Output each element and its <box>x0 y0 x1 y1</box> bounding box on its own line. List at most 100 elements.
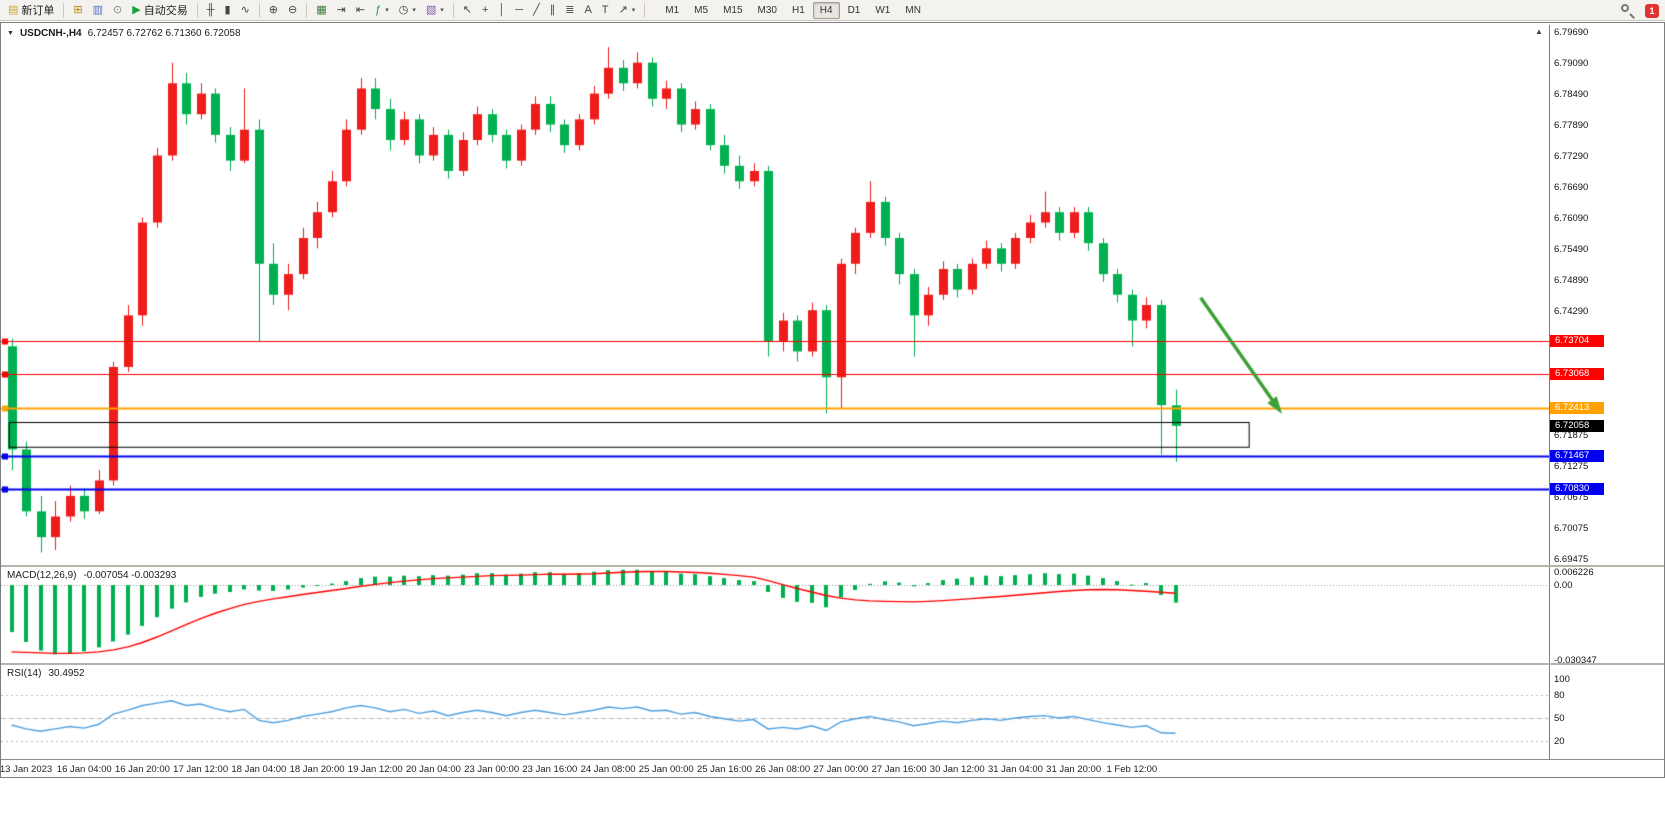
trendline-button[interactable]: ╱ <box>529 2 544 19</box>
macd-axis[interactable]: 0.006226 0.00 -0.030347 <box>1549 567 1664 666</box>
timeframe-d1-button[interactable]: D1 <box>847 4 861 16</box>
macd-axis-tick: 0.006226 <box>1554 567 1594 578</box>
chevron-down-icon[interactable]: ▼ <box>7 30 14 37</box>
price-axis-tick: 6.74290 <box>1554 305 1589 317</box>
timeframe-w1-button[interactable]: W1 <box>875 4 891 16</box>
time-axis-label: 31 Jan 04:00 <box>987 764 1043 775</box>
vertical-line-button[interactable]: │ <box>494 2 509 19</box>
price-axis-tick: 6.77890 <box>1554 120 1589 132</box>
bar-chart-icon: ╫ <box>206 3 215 16</box>
channel-button[interactable]: ∥ <box>546 2 560 19</box>
arrows-button[interactable]: ↗ ▾ <box>615 2 640 19</box>
timeframe-m15-button[interactable]: M15 <box>723 4 743 16</box>
panel-splitter[interactable] <box>1 663 1664 665</box>
price-axis-tick: 6.71875 <box>1554 430 1589 442</box>
time-axis[interactable]: 13 Jan 2023 16 Jan 04:00 16 Jan 20:00 17 Ja… <box>0 761 1549 779</box>
rsi-axis[interactable]: 100 80 50 20 <box>1549 665 1664 759</box>
price-axis-tick: 6.76090 <box>1554 212 1589 224</box>
price-axis-tick: 6.69475 <box>1554 554 1589 566</box>
periods-button[interactable]: ◷ ▾ <box>395 2 420 19</box>
zoom-in-icon: ⊕ <box>268 3 279 16</box>
line-chart-icon: ∿ <box>240 3 250 16</box>
zoom-out-button[interactable]: ⊖ <box>284 2 301 19</box>
time-axis-label: 26 Jan 08:00 <box>755 764 811 775</box>
time-axis-label: 25 Jan 00:00 <box>638 764 694 775</box>
chevron-down-icon: ▾ <box>631 7 636 14</box>
price-axis-tick: 6.78490 <box>1554 89 1589 101</box>
time-axis-label: 25 Jan 16:00 <box>696 764 752 775</box>
time-axis-label: 18 Jan 04:00 <box>231 764 287 775</box>
timeframe-m1-button[interactable]: M1 <box>665 4 680 16</box>
macd-canvas[interactable] <box>1 567 1549 663</box>
autotrade-button-label: 自动交易 <box>143 5 188 17</box>
text-icon: A <box>584 3 592 16</box>
charts-icon: ⊞ <box>73 3 83 16</box>
templates-button[interactable]: ▧ ▾ <box>422 2 448 19</box>
profiles-button[interactable]: ▥ <box>89 2 107 19</box>
candlestick-button[interactable]: ▮ <box>221 2 235 19</box>
rsi-axis-tick: 50 <box>1554 713 1565 724</box>
toolbar-separator <box>452 2 454 18</box>
zoom-out-icon: ⊖ <box>288 3 298 16</box>
label-button[interactable]: T <box>598 2 613 19</box>
timeframe-h1-button[interactable]: H1 <box>791 4 805 16</box>
time-axis-separator <box>1 759 1664 760</box>
zoom-in-button[interactable]: ⊕ <box>265 2 282 19</box>
indicators-button[interactable]: ƒ ▾ <box>371 2 393 19</box>
profiles-icon: ▥ <box>92 3 104 16</box>
timeframe-m30-button[interactable]: M30 <box>757 4 777 16</box>
line-chart-button[interactable]: ∿ <box>237 2 254 19</box>
time-axis-label: 23 Jan 16:00 <box>522 764 578 775</box>
current-price-label: 6.72058 <box>1550 419 1604 432</box>
time-axis-label: 20 Jan 04:00 <box>405 764 461 775</box>
auto-scroll-button[interactable]: ⇥ <box>333 2 350 19</box>
chart-shift-button[interactable]: ⇤ <box>352 2 369 19</box>
timeframe-mn-button[interactable]: MN <box>905 4 921 16</box>
autotrade-button[interactable]: ▶ 自动交易 <box>128 2 191 19</box>
price-axis-tick: 6.75490 <box>1554 243 1589 255</box>
chevron-down-icon: ▾ <box>440 7 444 14</box>
price-chart-canvas[interactable] <box>1 25 1549 565</box>
rsi-label: RSI(14) 30.4952 <box>7 668 85 679</box>
panel-splitter[interactable] <box>1 565 1664 567</box>
time-axis-label: 27 Jan 16:00 <box>871 764 927 775</box>
toolbar-separator <box>63 2 65 18</box>
toolbar-separator <box>644 2 646 18</box>
bar-chart-button[interactable]: ╫ <box>203 2 219 19</box>
arrows-icon: ↗ <box>618 3 628 16</box>
price-axis-tick: 6.76690 <box>1554 181 1589 193</box>
text-button[interactable]: A <box>580 2 595 19</box>
new-order-button[interactable]: ▤ 新订单 <box>4 2 58 19</box>
navigator-icon: ⊙ <box>113 3 123 16</box>
periods-icon: ◷ <box>398 3 409 16</box>
cursor-icon: ↖ <box>462 3 472 16</box>
timeframe-h4-button[interactable]: H4 <box>812 1 840 19</box>
macd-axis-tick: 0.00 <box>1554 580 1573 592</box>
time-axis-label: 31 Jan 20:00 <box>1046 764 1102 775</box>
price-axis[interactable]: 6.79690 6.79090 6.78490 6.77890 6.77290 6.766… <box>1549 25 1664 565</box>
tile-windows-button[interactable]: ▦ <box>312 2 330 19</box>
horizontal-line-icon: ─ <box>515 3 524 16</box>
new-order-button-label: 新订单 <box>21 5 55 17</box>
chart-window: ▼ USDCNH-,H4 6.72457 6.72762 6.71360 6.7… <box>0 22 1665 778</box>
horizontal-line-button[interactable]: ─ <box>511 2 527 19</box>
rsi-canvas[interactable] <box>1 665 1549 759</box>
price-line-label: 6.72413 <box>1550 401 1604 414</box>
toolbar-separator <box>306 2 308 18</box>
notification-badge[interactable]: 1 <box>1645 3 1659 18</box>
price-axis-tick: 6.71275 <box>1554 461 1589 473</box>
search-icon[interactable] <box>1620 3 1635 19</box>
charts-button[interactable]: ⊞ <box>69 2 86 19</box>
cursor-button[interactable]: ↖ <box>459 2 476 19</box>
chevron-down-icon: ▾ <box>385 7 389 14</box>
rsi-value: 30.4952 <box>48 668 85 679</box>
timeframe-m5-button[interactable]: M5 <box>694 4 709 16</box>
fibonacci-button[interactable]: ≣ <box>561 2 578 19</box>
chart-symbol-header: ▼ USDCNH-,H4 6.72457 6.72762 6.71360 6.7… <box>7 28 241 39</box>
macd-label: MACD(12,26,9) -0.007054 -0.003293 <box>7 570 176 581</box>
main-toolbar: ▤ 新订单 ⊞ ▥ ⊙ ▶ 自动交易 ╫ ▮ ∿ ⊕ ⊖ ▦ ⇥ ⇤ ƒ ▾ ◷ ▾ ▧ ▾ ↖ + │ ─ ╱ ∥ ≣ A T ↗ ▾ M1… <box>0 0 1665 21</box>
toolbar-right: 1 <box>1620 3 1659 19</box>
crosshair-button[interactable]: + <box>478 2 492 19</box>
navigator-button[interactable]: ⊙ <box>109 2 126 19</box>
